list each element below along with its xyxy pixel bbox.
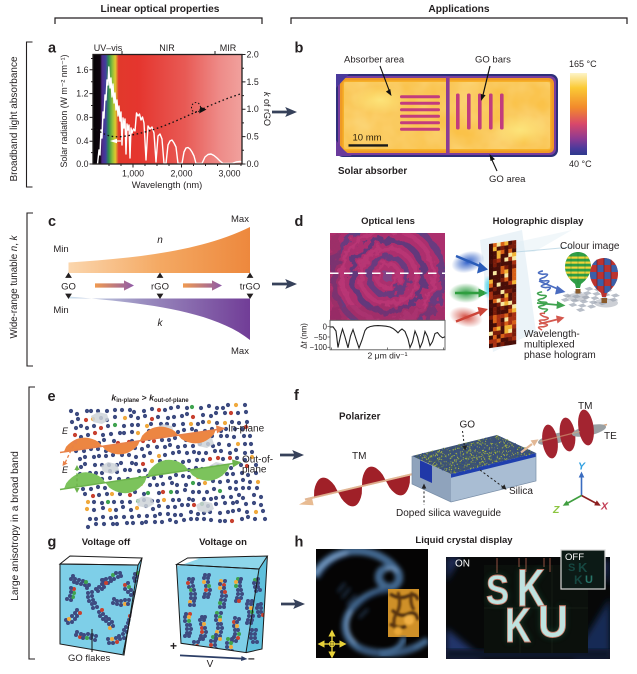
svg-text:Silica: Silica xyxy=(509,486,533,497)
svg-text:GO: GO xyxy=(61,282,76,293)
svg-text:0.0: 0.0 xyxy=(247,159,259,169)
svg-text:S: S xyxy=(568,562,575,574)
svg-text:Wide-range tunable n, k: Wide-range tunable n, k xyxy=(9,234,20,338)
svg-text:Linear optical properties: Linear optical properties xyxy=(101,4,220,15)
svg-text:0.4: 0.4 xyxy=(76,136,88,146)
svg-text:V: V xyxy=(207,659,214,670)
svg-text:k: k xyxy=(158,318,164,329)
svg-text:3,000: 3,000 xyxy=(218,169,240,179)
svg-text:rGO: rGO xyxy=(151,282,169,293)
svg-text:Δt (nm): Δt (nm) xyxy=(300,323,309,349)
svg-text:U: U xyxy=(585,574,593,586)
svg-text:0: 0 xyxy=(323,323,328,332)
svg-text:ON: ON xyxy=(455,559,470,570)
svg-text:Holographic display: Holographic display xyxy=(493,216,585,227)
svg-text:plane: plane xyxy=(242,465,267,476)
svg-text:GO area: GO area xyxy=(489,174,526,185)
svg-text:d: d xyxy=(295,214,304,230)
svg-text:1.2: 1.2 xyxy=(76,89,88,99)
svg-text:b: b xyxy=(295,40,304,56)
svg-text:Wavelength-: Wavelength- xyxy=(524,329,580,340)
svg-text:U: U xyxy=(538,596,568,647)
svg-text:−50: −50 xyxy=(314,333,328,342)
svg-text:n: n xyxy=(157,235,163,246)
svg-text:K: K xyxy=(505,599,531,653)
svg-text:2 μm div⁻¹: 2 μm div⁻¹ xyxy=(367,351,407,361)
svg-text:OFF: OFF xyxy=(565,552,584,563)
svg-text:Max: Max xyxy=(231,346,249,357)
svg-text:U: U xyxy=(538,596,568,647)
svg-text:Solar radiation (W m⁻² nm⁻¹): Solar radiation (W m⁻² nm⁻¹) xyxy=(59,54,69,167)
svg-text:1.6: 1.6 xyxy=(76,65,88,75)
svg-text:Applications: Applications xyxy=(428,4,489,15)
svg-text:Max: Max xyxy=(231,214,249,225)
svg-text:Liquid crystal display: Liquid crystal display xyxy=(415,535,513,546)
svg-text:Out-of-: Out-of- xyxy=(242,455,273,466)
svg-text:Colour image: Colour image xyxy=(560,241,620,252)
svg-text:g: g xyxy=(48,534,57,550)
svg-text:Absorber area: Absorber area xyxy=(344,55,405,66)
svg-text:K: K xyxy=(574,573,583,587)
svg-text:Large anisotropy in a broad ba: Large anisotropy in a broad band xyxy=(10,451,21,601)
svg-text:e: e xyxy=(48,389,56,405)
svg-text:In-plane: In-plane xyxy=(228,424,265,435)
svg-text:–: – xyxy=(248,651,255,665)
svg-text:TM: TM xyxy=(352,451,366,462)
svg-text:E: E xyxy=(62,465,69,475)
svg-text:1.5: 1.5 xyxy=(247,77,259,87)
svg-text:MIR: MIR xyxy=(220,43,237,53)
svg-text:Voltage on: Voltage on xyxy=(199,537,247,548)
svg-text:0.5: 0.5 xyxy=(247,132,259,142)
svg-text:multiplexed: multiplexed xyxy=(524,340,575,351)
svg-text:Wavelength (nm): Wavelength (nm) xyxy=(132,180,202,190)
svg-text:GO: GO xyxy=(460,420,476,431)
svg-text:0.0: 0.0 xyxy=(76,159,88,169)
svg-text:kin-plane > kout-of-plane: kin-plane > kout-of-plane xyxy=(111,393,189,405)
svg-text:X: X xyxy=(600,501,609,513)
svg-text:GO bars: GO bars xyxy=(475,55,511,66)
svg-text:Doped silica waveguide: Doped silica waveguide xyxy=(396,508,502,519)
svg-text:1,000: 1,000 xyxy=(122,169,144,179)
svg-text:h: h xyxy=(295,534,304,550)
svg-text:Broadband light absorbance: Broadband light absorbance xyxy=(9,56,20,182)
svg-text:Voltage off: Voltage off xyxy=(82,537,131,548)
svg-text:0.8: 0.8 xyxy=(76,112,88,122)
svg-text:+: + xyxy=(170,639,177,653)
svg-text:Polarizer: Polarizer xyxy=(339,412,381,423)
svg-text:2.0: 2.0 xyxy=(247,50,259,60)
svg-text:S: S xyxy=(486,566,509,613)
svg-text:S: S xyxy=(486,566,509,613)
svg-text:K: K xyxy=(517,559,545,618)
svg-text:k of rGO: k of rGO xyxy=(262,92,272,126)
svg-text:TM: TM xyxy=(578,401,592,412)
svg-text:UV–vis: UV–vis xyxy=(94,43,123,53)
svg-text:f: f xyxy=(294,388,299,404)
svg-text:Optical lens: Optical lens xyxy=(361,216,415,227)
svg-text:NIR: NIR xyxy=(159,43,175,53)
svg-text:Z: Z xyxy=(552,504,560,516)
svg-text:TE: TE xyxy=(604,431,617,442)
svg-text:Min: Min xyxy=(53,244,68,255)
svg-text:2,000: 2,000 xyxy=(170,169,192,179)
svg-text:K: K xyxy=(517,559,545,618)
svg-text:Solar absorber: Solar absorber xyxy=(338,166,407,177)
svg-text:GO flakes: GO flakes xyxy=(68,653,110,664)
svg-text:c: c xyxy=(48,214,56,230)
svg-text:Y: Y xyxy=(578,461,586,473)
svg-text:E: E xyxy=(62,426,69,436)
svg-text:1.0: 1.0 xyxy=(247,104,259,114)
svg-text:K: K xyxy=(578,560,588,575)
svg-text:10 mm: 10 mm xyxy=(353,133,382,144)
svg-text:165 °C: 165 °C xyxy=(569,59,597,69)
svg-text:phase hologram: phase hologram xyxy=(524,350,596,361)
svg-text:Min: Min xyxy=(53,305,68,316)
svg-text:K: K xyxy=(505,599,531,653)
svg-text:40 °C: 40 °C xyxy=(569,159,592,169)
svg-text:−100: −100 xyxy=(309,343,327,352)
svg-text:a: a xyxy=(48,40,57,56)
svg-text:trGO: trGO xyxy=(240,282,261,293)
